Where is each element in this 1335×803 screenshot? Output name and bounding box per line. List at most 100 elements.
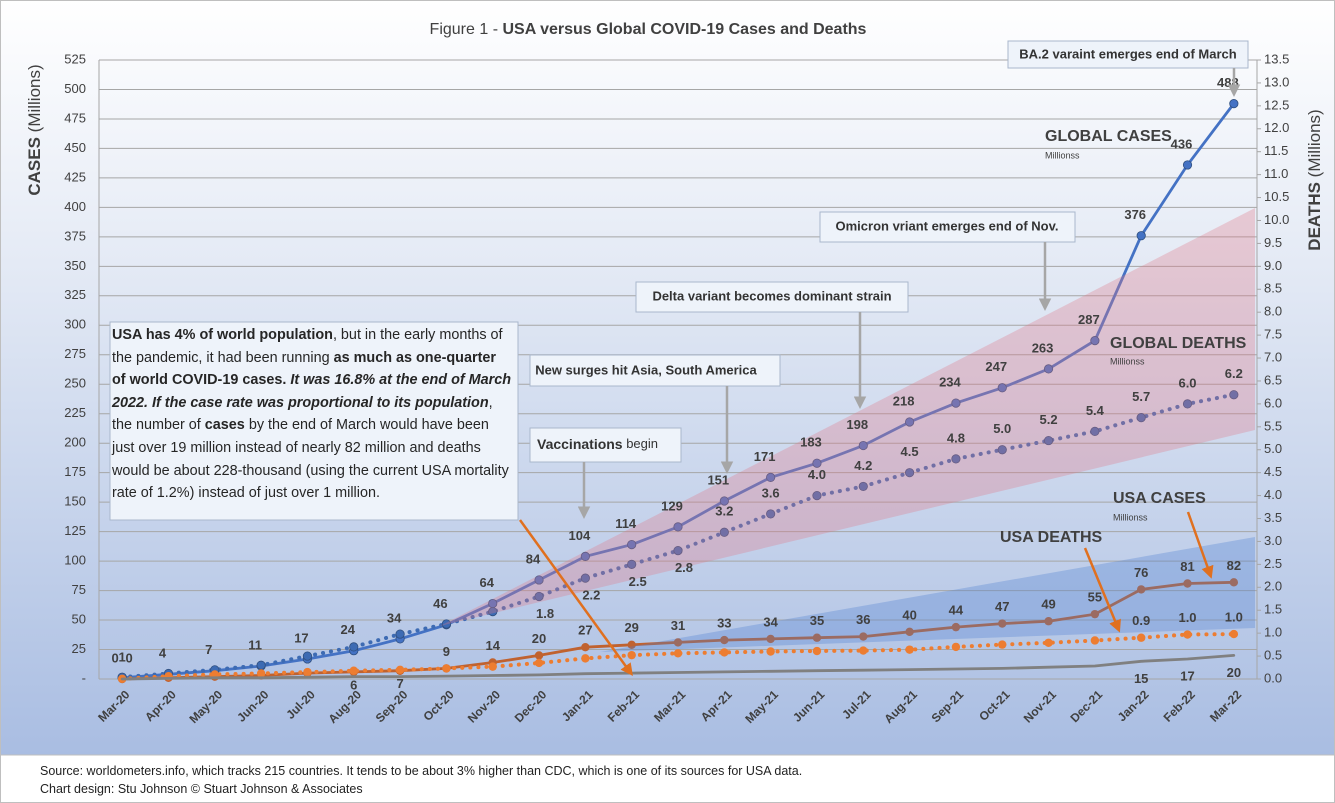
y-tick-label: 400 [64,199,86,214]
data-point [1044,617,1053,626]
data-point [349,666,358,675]
annotation: Vaccinations begin [537,436,658,452]
data-point [1136,231,1146,241]
data-point [1043,435,1054,446]
note-text: It was 16.8% at the end of March 2022. I… [112,372,512,411]
data-point [951,642,961,652]
data-label: 436 [1171,136,1193,151]
data-label: 29 [624,620,638,635]
data-label: 55 [1088,590,1102,605]
y-tick-label: 25 [72,641,86,656]
data-point [904,417,915,427]
data-point [627,539,637,550]
annotation-box [529,427,682,463]
data-label: 488 [1217,75,1239,90]
y-label: CASES [25,137,44,196]
data-point [302,651,313,661]
footer-line: Chart design: Stu Johnson © Stuart Johns… [40,782,363,796]
y2-label-unit: (Millions) [1305,109,1324,177]
data-point [1137,585,1146,594]
data-point [1043,364,1054,374]
data-label: 9 [443,644,450,659]
data-label: 40 [902,607,916,622]
data-label: 0 [112,650,119,665]
y2-tick-label: 13.5 [1264,51,1289,66]
data-point [1090,609,1100,619]
data-point [1183,579,1192,588]
global-band [440,208,1255,626]
data-label: 4.0 [808,467,826,482]
y2-tick-label: 3.0 [1264,533,1282,548]
y-tick-label: 475 [64,110,86,125]
data-point [1090,426,1100,436]
series-name: USA CASES [1113,490,1206,507]
data-label: 6.2 [1225,366,1243,381]
data-point [812,633,822,642]
data-point [997,445,1007,455]
data-label: 34 [763,614,778,629]
data-label: 17 [1180,668,1194,683]
annotations: BA.2 varaint emerges end of March Omicro… [109,40,1249,677]
data-label: 234 [939,375,961,390]
annotation-box [529,354,781,387]
data-label: 2.8 [675,560,693,575]
data-point [1182,399,1193,409]
data-point [905,645,914,654]
data-point [441,619,451,629]
series-name: GLOBAL CASES [1045,128,1172,145]
y2-tick-label: 9.0 [1264,258,1282,273]
data-label: 47 [995,599,1009,614]
data-label: 6.0 [1178,375,1196,390]
note-text: by the end of March would have been just… [112,417,509,502]
data-label: 2.2 [582,588,600,603]
data-label: 171 [754,449,776,464]
data-label: 4.2 [854,458,872,473]
y2-tick-label: 4.5 [1264,464,1282,479]
data-label: 7 [205,642,212,657]
data-point [534,651,544,660]
title-main: USA versus Global COVID-19 Cases and Dea… [502,21,866,38]
y2-tick-label: 7.5 [1264,327,1282,342]
data-point [720,648,729,657]
y2-tick-label: 13.0 [1264,74,1289,89]
data-label: 198 [846,417,868,432]
data-point [951,398,961,408]
data-point [1090,336,1100,346]
series-unit: Millionss [1113,512,1148,522]
data-label: 76 [1134,565,1148,580]
data-label: 5.4 [1086,403,1105,418]
data-label: 7 [396,676,403,691]
data-label: 114 [615,516,637,531]
data-point [904,468,915,478]
data-point [442,664,451,673]
data-label: 15 [1134,671,1148,686]
data-label: 3.2 [715,504,733,519]
y-tick-label: 225 [64,405,86,420]
data-label: 49 [1041,597,1055,612]
series-name: GLOBAL DEATHS [1110,335,1247,352]
data-label: 44 [949,603,964,618]
data-point [627,640,636,650]
data-label: 11 [248,637,262,652]
y2-tick-label: 2.0 [1264,579,1282,594]
data-point [766,509,776,519]
data-label: 4.8 [947,430,965,445]
y2-tick-label: 10.5 [1264,189,1289,204]
y-tick-label: 200 [64,435,86,450]
footer-line: Source: worldometers.info, which tracks … [40,764,803,778]
y-tick-label: 350 [64,258,86,273]
data-point [581,654,590,663]
y-tick-label: 500 [64,81,86,96]
y2-tick-label: 10.0 [1264,212,1289,227]
data-label: 263 [1032,340,1054,355]
y2-tick-label: 12.5 [1264,97,1289,112]
data-label: 34 [387,610,402,625]
y2-tick-label: 0.5 [1264,648,1282,663]
annotation-box [1007,40,1249,69]
data-point [951,622,961,632]
data-point [1229,629,1239,639]
note: USA has 4% of world population, but in t… [112,324,512,505]
data-point [256,660,266,670]
data-label: 0 [126,650,133,665]
